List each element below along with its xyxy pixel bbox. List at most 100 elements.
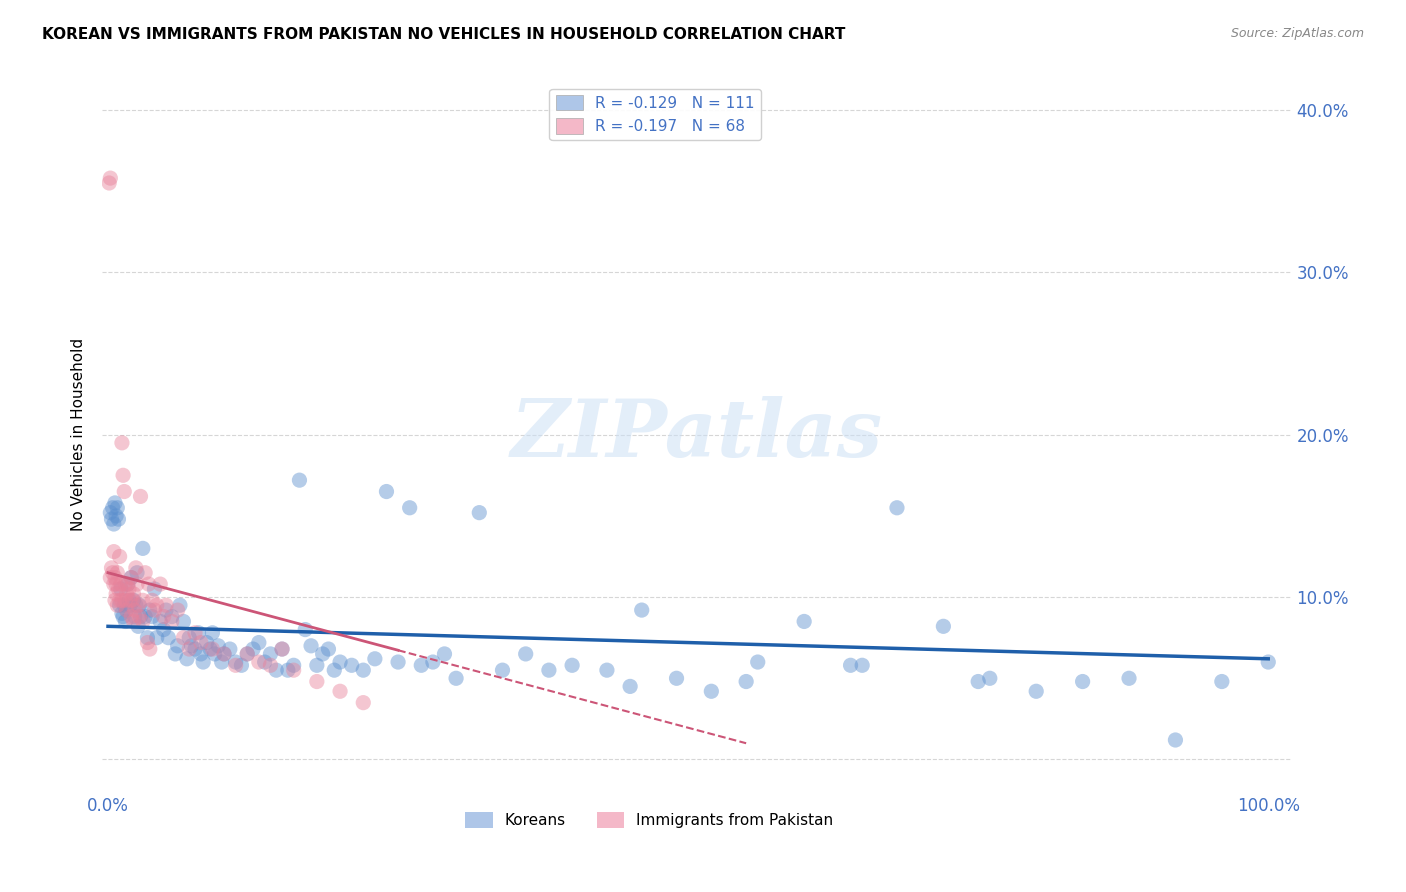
Point bbox=[329, 684, 352, 698]
Point bbox=[105, 577, 128, 591]
Point bbox=[100, 561, 122, 575]
Point bbox=[125, 577, 148, 591]
Point bbox=[264, 663, 287, 677]
Point bbox=[271, 642, 294, 657]
Point bbox=[932, 619, 955, 633]
Point bbox=[201, 642, 224, 657]
Point bbox=[117, 577, 139, 591]
Point bbox=[105, 587, 128, 601]
Point bbox=[375, 484, 398, 499]
Point bbox=[1211, 674, 1233, 689]
Point bbox=[124, 603, 146, 617]
Point bbox=[115, 587, 138, 601]
Point bbox=[468, 506, 491, 520]
Point bbox=[198, 642, 221, 657]
Point bbox=[190, 647, 212, 661]
Point bbox=[387, 655, 409, 669]
Point bbox=[149, 577, 172, 591]
Point bbox=[411, 658, 433, 673]
Point bbox=[105, 500, 128, 515]
Point bbox=[141, 593, 163, 607]
Point bbox=[323, 663, 346, 677]
Point bbox=[1071, 674, 1094, 689]
Point bbox=[1025, 684, 1047, 698]
Point bbox=[259, 658, 281, 673]
Point bbox=[179, 631, 201, 645]
Text: ZIPatlas: ZIPatlas bbox=[510, 396, 883, 474]
Point bbox=[98, 506, 121, 520]
Point bbox=[117, 577, 139, 591]
Point bbox=[433, 647, 456, 661]
Point bbox=[141, 609, 163, 624]
Point bbox=[747, 655, 769, 669]
Point bbox=[225, 658, 247, 673]
Point bbox=[352, 696, 374, 710]
Point bbox=[127, 598, 149, 612]
Y-axis label: No Vehicles in Household: No Vehicles in Household bbox=[72, 338, 86, 532]
Point bbox=[103, 544, 125, 558]
Point bbox=[236, 647, 259, 661]
Point bbox=[108, 593, 131, 607]
Point bbox=[125, 566, 148, 580]
Point bbox=[129, 609, 152, 624]
Point bbox=[108, 549, 131, 564]
Point bbox=[184, 642, 207, 657]
Point bbox=[169, 598, 191, 612]
Point bbox=[136, 635, 159, 649]
Point bbox=[103, 516, 125, 531]
Point bbox=[172, 631, 194, 645]
Point bbox=[118, 582, 141, 596]
Point bbox=[299, 639, 322, 653]
Point bbox=[515, 647, 537, 661]
Point bbox=[283, 658, 305, 673]
Point bbox=[107, 512, 129, 526]
Point bbox=[967, 674, 990, 689]
Point bbox=[242, 642, 264, 657]
Point bbox=[793, 615, 815, 629]
Point bbox=[190, 635, 212, 649]
Point bbox=[160, 615, 183, 629]
Point bbox=[1118, 671, 1140, 685]
Text: Source: ZipAtlas.com: Source: ZipAtlas.com bbox=[1230, 27, 1364, 40]
Point bbox=[145, 631, 167, 645]
Point bbox=[120, 609, 142, 624]
Point bbox=[120, 571, 142, 585]
Point bbox=[143, 603, 166, 617]
Point bbox=[122, 587, 145, 601]
Point bbox=[886, 500, 908, 515]
Point bbox=[247, 635, 270, 649]
Point bbox=[103, 577, 125, 591]
Point bbox=[132, 615, 155, 629]
Point bbox=[422, 655, 444, 669]
Point bbox=[444, 671, 467, 685]
Point bbox=[179, 642, 201, 657]
Point bbox=[537, 663, 560, 677]
Point bbox=[231, 658, 253, 673]
Point bbox=[619, 680, 641, 694]
Point bbox=[98, 571, 121, 585]
Point bbox=[110, 577, 132, 591]
Point bbox=[212, 647, 235, 661]
Point bbox=[101, 566, 124, 580]
Point bbox=[118, 593, 141, 607]
Point bbox=[105, 508, 128, 523]
Point bbox=[115, 603, 138, 617]
Point bbox=[149, 615, 172, 629]
Point bbox=[143, 582, 166, 596]
Point bbox=[236, 647, 259, 661]
Point bbox=[111, 593, 134, 607]
Point bbox=[129, 490, 152, 504]
Point bbox=[218, 642, 240, 657]
Point bbox=[128, 598, 150, 612]
Point bbox=[561, 658, 583, 673]
Point bbox=[247, 655, 270, 669]
Point bbox=[318, 642, 340, 657]
Point bbox=[105, 598, 128, 612]
Point bbox=[110, 582, 132, 596]
Point bbox=[311, 647, 333, 661]
Point bbox=[98, 176, 121, 190]
Point bbox=[700, 684, 723, 698]
Text: KOREAN VS IMMIGRANTS FROM PAKISTAN NO VEHICLES IN HOUSEHOLD CORRELATION CHART: KOREAN VS IMMIGRANTS FROM PAKISTAN NO VE… bbox=[42, 27, 845, 42]
Point bbox=[166, 603, 188, 617]
Point bbox=[120, 593, 142, 607]
